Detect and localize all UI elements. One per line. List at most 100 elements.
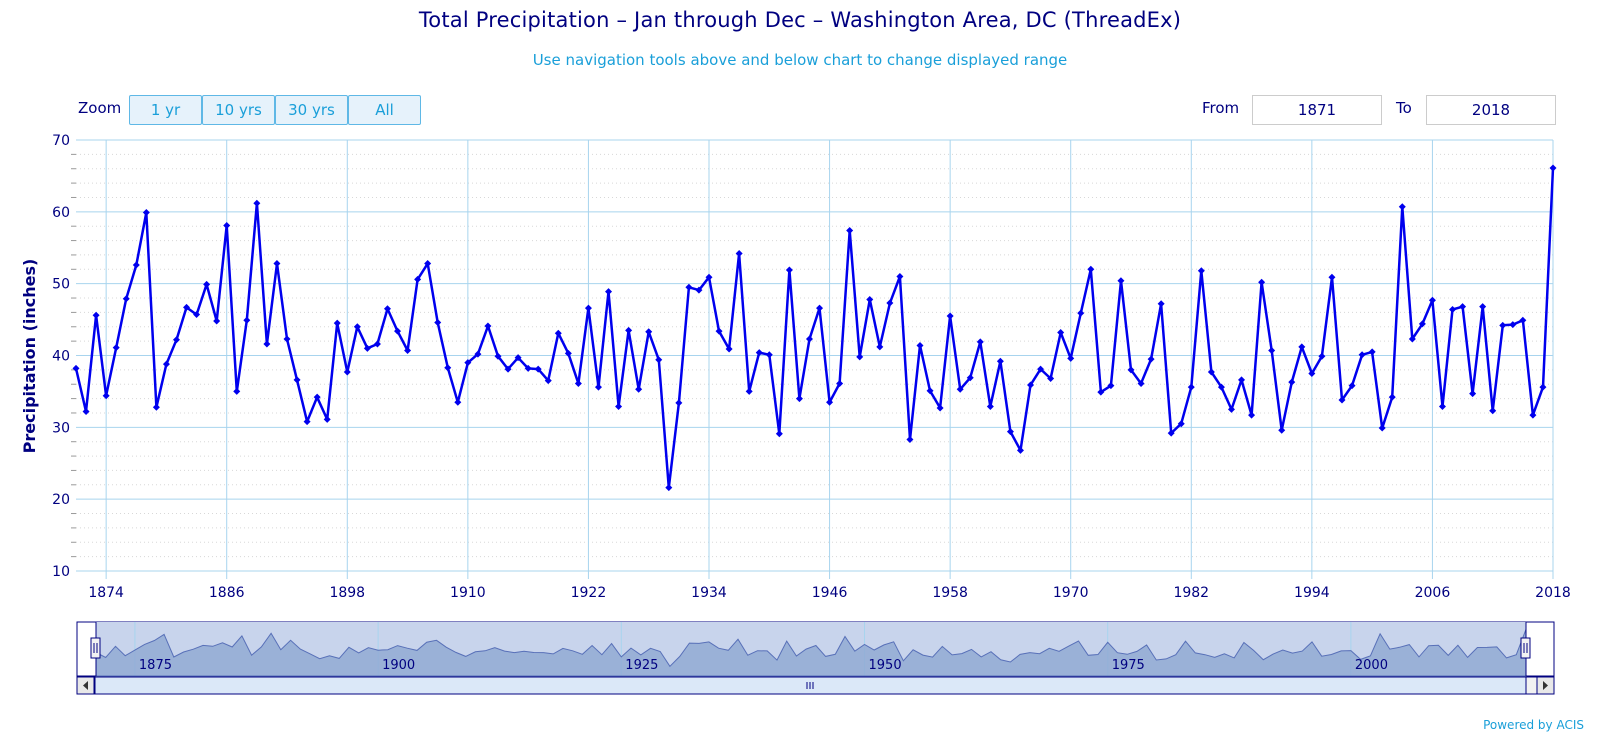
zoom-all-button[interactable]: All [348,95,421,125]
data-point [584,304,592,312]
x-tick-label: 2018 [1535,585,1571,601]
data-point [303,418,311,426]
x-tick-label: 2006 [1415,585,1451,601]
y-tick-label: 10 [52,564,70,580]
data-point [1489,407,1497,415]
zoom-10yrs-button[interactable]: 10 yrs [202,95,275,125]
navigator-tick-label: 2000 [1355,658,1388,673]
data-point [1097,388,1105,396]
data-point [705,273,713,281]
data-point [1438,403,1446,411]
data-point [1227,405,1235,413]
data-point [514,354,522,362]
scrollbar[interactable] [76,676,1555,695]
data-point [1197,267,1205,275]
data-point [655,356,663,364]
data-point [1057,329,1065,337]
data-point [203,280,211,288]
data-point [1368,348,1376,356]
data-point [333,319,341,327]
data-point [1217,383,1225,391]
data-point [1539,383,1547,391]
data-point [846,227,854,235]
data-point [363,344,371,352]
data-point [615,403,623,411]
navigator-series [95,629,1527,677]
data-point [1147,355,1155,363]
data-point [564,349,572,357]
data-point [554,329,562,337]
data-point [323,415,331,423]
data-point [223,221,231,229]
navigator-handle-right[interactable] [1520,637,1531,659]
x-tick-label: 1970 [1053,585,1089,601]
series-precipitation[interactable] [72,164,1557,492]
from-label: From [1202,99,1240,117]
x-tick-label: 1874 [88,585,124,601]
x-tick-label: 1898 [329,585,365,601]
data-point [574,380,582,388]
data-point [635,385,643,393]
data-point [1449,306,1457,314]
data-point [1087,265,1095,273]
data-point [1398,203,1406,211]
navigator[interactable]: 1875 1900 1925 1950 1975 2000 [76,621,1555,677]
data-point [454,398,462,406]
data-point [92,311,100,319]
x-tick-label: 1922 [571,585,607,601]
data-point [1016,446,1024,454]
data-point [785,266,793,274]
scroll-right-arrow-icon[interactable] [1536,676,1555,695]
y-tick-label: 40 [52,349,70,365]
navigator-tick-label: 1950 [869,658,902,673]
credits-link[interactable]: Powered by ACIS [1483,718,1584,732]
data-point [1519,316,1527,324]
data-point [1348,382,1356,390]
data-point [976,338,984,346]
zoom-1yr-button[interactable]: 1 yr [129,95,202,125]
data-point [394,327,402,335]
x-tick-label: 1934 [691,585,727,601]
data-point [1238,376,1246,384]
navigator-handle-left[interactable] [90,637,101,659]
data-point [1117,277,1125,285]
data-point [665,484,673,492]
data-point [594,383,602,391]
data-point [273,260,281,268]
data-point [725,345,733,353]
data-point [856,353,864,361]
series-line [74,167,1555,489]
data-point [152,403,160,411]
data-point [1408,335,1416,343]
data-point [996,357,1004,365]
data-point [142,209,150,217]
data-point [1459,303,1467,311]
data-point [1037,365,1045,373]
zoom-label: Zoom [78,99,122,117]
from-input[interactable] [1252,95,1382,125]
data-point [1107,382,1115,390]
data-point [715,327,723,335]
data-point [645,328,653,336]
grid [76,139,1554,572]
data-point [72,364,80,372]
y-axis-label: Precipitation (inches) [20,259,39,454]
data-point [132,261,140,269]
data-point [1268,346,1276,354]
scroll-left-arrow-icon[interactable] [76,676,95,695]
data-point [1067,354,1075,362]
to-input[interactable] [1426,95,1556,125]
data-point [183,303,191,311]
y-tick-label: 60 [52,205,70,221]
data-point [1418,320,1426,328]
data-point [735,249,743,257]
navigator-tick-label: 1900 [382,658,415,673]
data-point [1047,374,1055,382]
data-point [383,305,391,313]
data-point [1328,273,1336,281]
data-point [1278,426,1286,434]
y-tick-label: 20 [52,492,70,508]
zoom-30yrs-button[interactable]: 30 yrs [275,95,348,125]
data-point [795,395,803,403]
data-point [1378,424,1386,432]
